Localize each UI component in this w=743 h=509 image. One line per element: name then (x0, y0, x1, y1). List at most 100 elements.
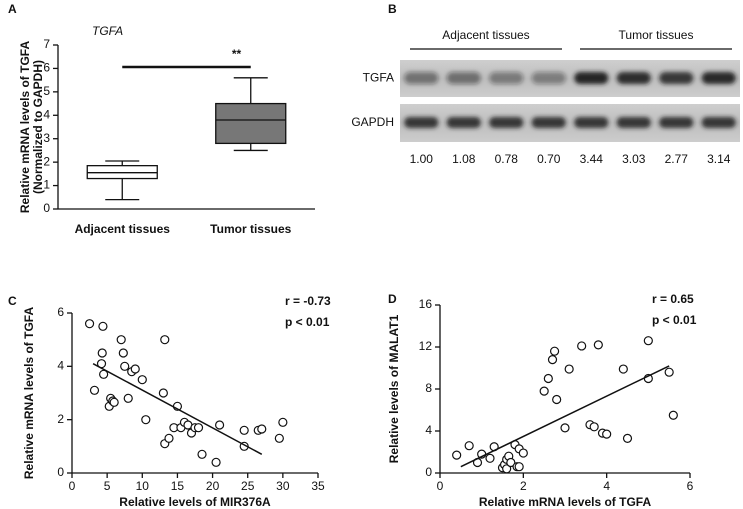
band (701, 72, 736, 84)
point (485, 453, 495, 463)
y-tick-label: 7 (43, 37, 50, 51)
loading-band (616, 117, 651, 128)
point (602, 429, 612, 439)
panel-letter: C (8, 294, 17, 308)
point (257, 424, 267, 434)
point (668, 410, 678, 420)
band (574, 72, 609, 84)
y-axis-label: Relative mRNA levels of TGFA (22, 307, 36, 480)
point (158, 388, 168, 398)
y-tick-label: 0 (425, 465, 432, 479)
value-label: 1.08 (452, 152, 476, 166)
point (278, 417, 288, 427)
band (659, 72, 694, 84)
x-tick-label: 6 (687, 479, 694, 493)
y-tick-label: 12 (419, 339, 433, 353)
y-axis-label: (Normalized to GAPDH) (31, 60, 45, 194)
point (89, 385, 100, 395)
significance-label: ** (232, 47, 242, 61)
point (549, 346, 560, 356)
annotation: r = 0.65 (652, 292, 694, 306)
point (137, 375, 147, 385)
point (514, 462, 524, 472)
point (141, 415, 151, 425)
y-tick-label: 0 (43, 201, 50, 215)
point (543, 373, 553, 384)
band (404, 72, 439, 84)
loading-band (574, 117, 609, 128)
point (215, 420, 225, 430)
y-tick-label: 16 (419, 297, 433, 311)
point (589, 422, 599, 432)
point (464, 441, 474, 451)
x-tick-label: 25 (241, 479, 255, 493)
y-axis-label: Relative levels of MALAT1 (387, 314, 401, 463)
panel-letter: D (388, 292, 397, 306)
loading-band (701, 117, 736, 128)
y-tick-label: 2 (43, 154, 50, 168)
x-tick-label: 30 (276, 479, 290, 493)
group-label: Tumor tissues (619, 28, 694, 42)
x-tick-label: 15 (171, 479, 185, 493)
group-label: Adjacent tissues (442, 28, 529, 42)
point (123, 393, 133, 403)
loading-band (489, 117, 524, 128)
point (116, 335, 126, 345)
point (274, 433, 284, 443)
point (502, 464, 512, 474)
band (489, 72, 524, 84)
trendline (460, 365, 670, 468)
x-tick-label: 4 (603, 479, 610, 493)
point (160, 335, 170, 345)
trendline (92, 363, 263, 455)
x-tick-label: 2 (520, 479, 527, 493)
point (84, 319, 95, 329)
point (211, 457, 221, 467)
panel-letter: B (388, 2, 397, 16)
y-tick-label: 1 (43, 178, 50, 192)
value-label: 3.44 (580, 152, 604, 166)
y-tick-label: 4 (43, 107, 50, 121)
y-tick-label: 6 (57, 305, 64, 319)
point (99, 369, 109, 379)
point (130, 364, 140, 374)
x-tick-label: 0 (69, 479, 76, 493)
value-label: 0.70 (537, 152, 561, 166)
band (446, 72, 481, 84)
value-label: 2.77 (665, 152, 689, 166)
point (98, 321, 108, 331)
point (164, 433, 174, 443)
row-label: GAPDH (351, 115, 394, 129)
point (577, 341, 587, 351)
x-tick-label: Adjacent tissues (75, 222, 171, 236)
point (506, 457, 516, 468)
annotation: p < 0.01 (652, 313, 697, 327)
point (239, 425, 249, 435)
annotation: p < 0.01 (285, 315, 330, 329)
point (197, 449, 207, 459)
point (547, 355, 558, 365)
x-tick-label: 10 (136, 479, 150, 493)
y-tick-label: 6 (43, 61, 50, 75)
point (622, 433, 633, 443)
y-tick-label: 4 (425, 423, 432, 437)
point (560, 423, 570, 433)
point (552, 394, 562, 405)
value-label: 1.00 (410, 152, 434, 166)
value-label: 3.03 (622, 152, 646, 166)
point (193, 423, 204, 433)
band (616, 72, 651, 84)
point (593, 340, 603, 350)
point (518, 448, 528, 458)
x-axis-label: Relative mRNA levels of TGFA (479, 495, 652, 509)
point (539, 386, 549, 396)
value-label: 3.14 (707, 152, 731, 166)
x-tick-label: 0 (437, 479, 444, 493)
point (97, 348, 107, 358)
x-tick-label: Tumor tissues (210, 222, 291, 236)
y-tick-label: 0 (57, 465, 64, 479)
y-tick-label: 4 (57, 359, 64, 373)
point (664, 367, 674, 377)
point (618, 364, 628, 374)
